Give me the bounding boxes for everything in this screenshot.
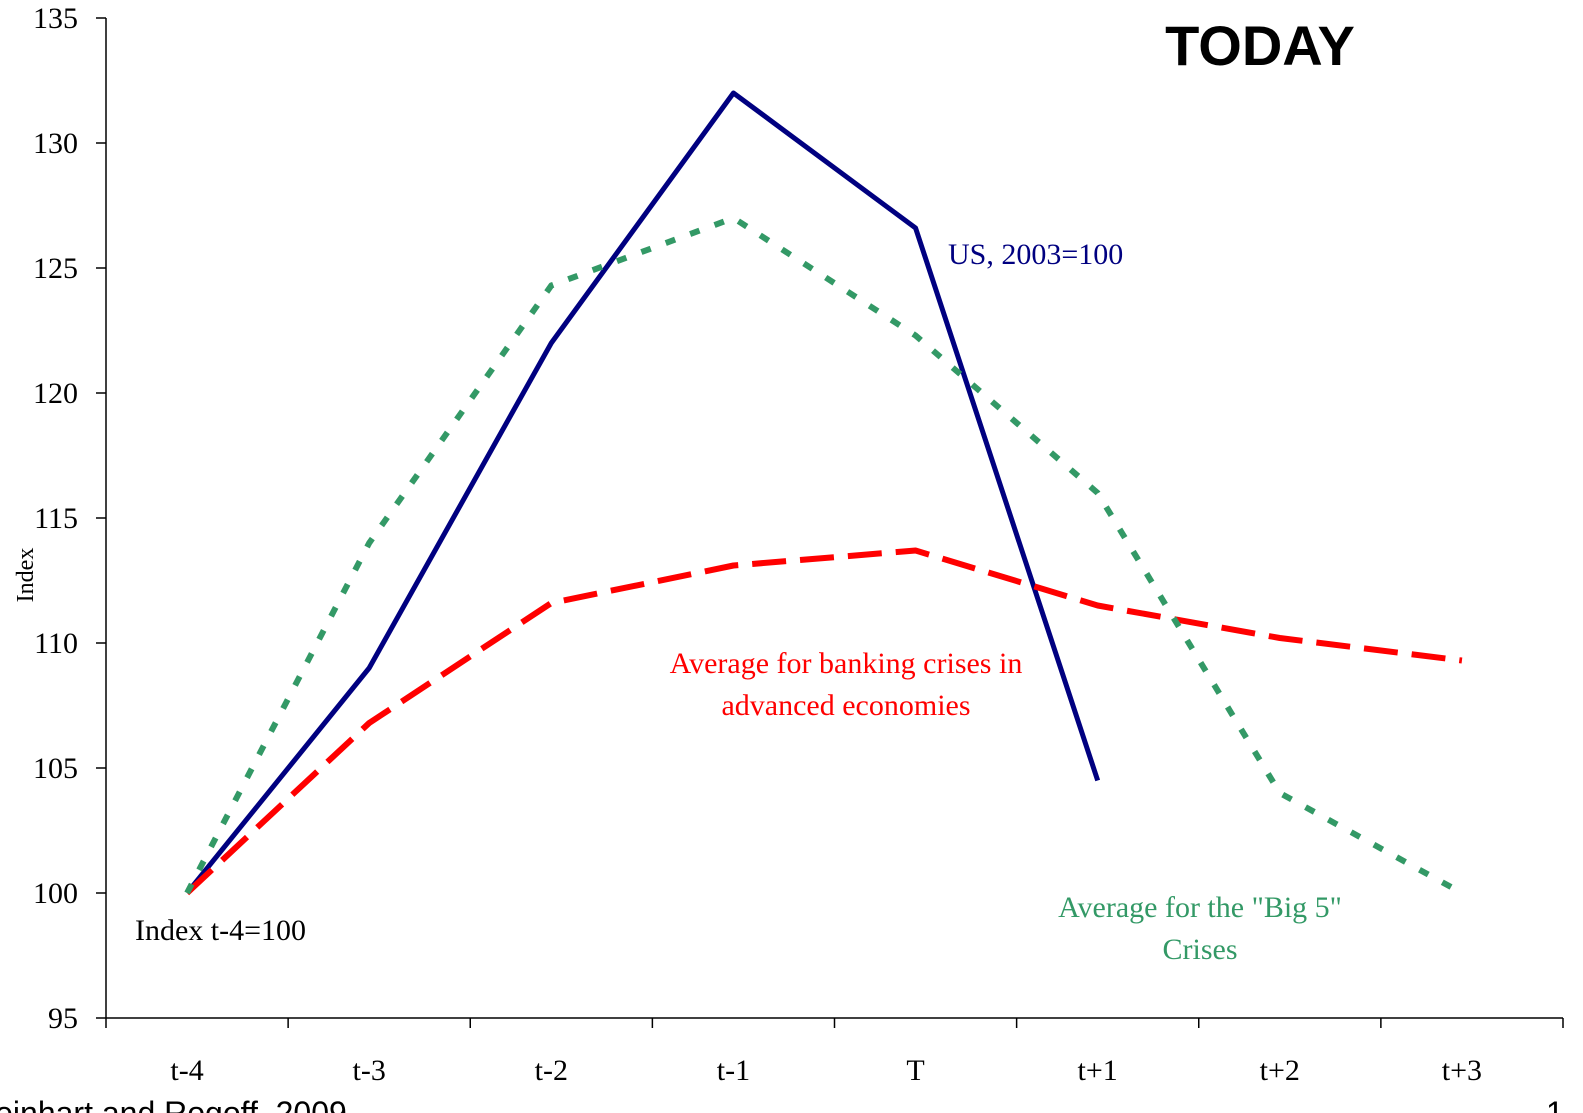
y-tick-label: 135 [33,2,78,35]
y-tick-label: 120 [33,377,78,410]
annotation-index-note: Index t-4=100 [135,914,306,947]
annotation-us: US, 2003=100 [948,238,1123,271]
x-tick-label: t+3 [1442,1054,1482,1087]
y-tick-label: 125 [33,252,78,285]
y-tick-label: 105 [33,752,78,785]
series-line-1 [185,547,1463,896]
annotation-big5-line1: Average for the "Big 5" [1058,891,1342,924]
chart-title: TODAY [1165,14,1355,77]
y-tick-label: 115 [34,502,78,535]
y-tick-label: 95 [48,1002,78,1035]
footer-page-number: 1 [1546,1095,1564,1113]
x-tick-label: t-2 [535,1054,568,1087]
x-tick-label: t+1 [1078,1054,1118,1087]
x-tick-label: t-3 [353,1054,386,1087]
y-tick-label: 110 [34,627,78,660]
y-axis-label: Index [13,548,39,603]
y-tick-label: 100 [33,877,78,910]
x-tick-label: t-1 [717,1054,750,1087]
annotation-banking-line2: advanced economies [721,689,970,722]
x-tick-label: t-4 [170,1054,203,1087]
chart-series [184,90,1464,896]
footer-source: Reinhart and Rogoff, 2009 [0,1095,347,1113]
series-line-0 [185,90,1101,895]
x-tick-label: t+2 [1260,1054,1300,1087]
y-tick-label: 130 [33,127,78,160]
annotation-big5-line2: Crises [1163,933,1238,966]
y-axis-ticks: 95 100 105 110 115 120 125 130 135 [33,2,106,1035]
x-tick-label: T [906,1054,924,1087]
annotation-banking-line1: Average for banking crises in [670,647,1023,680]
series-line-2 [184,215,1464,896]
